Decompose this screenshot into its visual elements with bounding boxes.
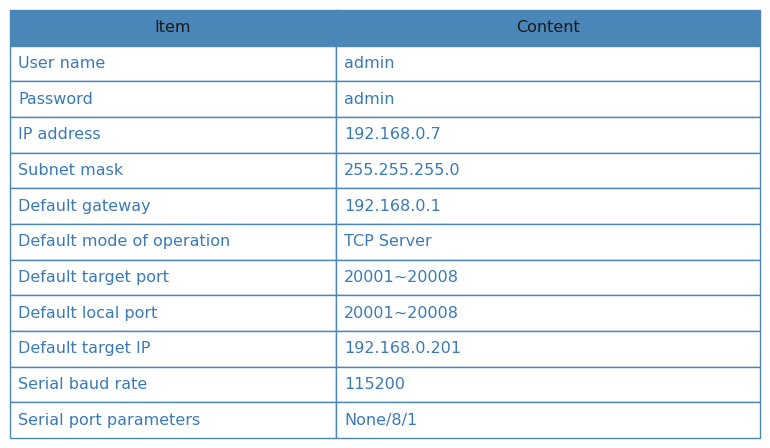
Text: Content: Content: [516, 20, 580, 35]
Bar: [10, 82, 336, 117]
Text: Default target port: Default target port: [18, 270, 169, 285]
Bar: [10, 46, 336, 82]
Bar: [336, 402, 760, 438]
Text: IP address: IP address: [18, 127, 101, 142]
Text: 255.255.255.0: 255.255.255.0: [344, 163, 461, 178]
Text: Default mode of operation: Default mode of operation: [18, 234, 230, 250]
Bar: [336, 260, 760, 295]
Bar: [10, 402, 336, 438]
Bar: [336, 188, 760, 224]
Bar: [10, 117, 336, 153]
Text: admin: admin: [344, 56, 395, 71]
Text: Subnet mask: Subnet mask: [18, 163, 123, 178]
Text: Default local port: Default local port: [18, 306, 157, 321]
Text: TCP Server: TCP Server: [344, 234, 432, 250]
Text: 20001~20008: 20001~20008: [344, 270, 459, 285]
Text: Default gateway: Default gateway: [18, 198, 151, 214]
Bar: [10, 153, 336, 188]
Bar: [336, 153, 760, 188]
Text: admin: admin: [344, 92, 395, 107]
Text: 192.168.0.1: 192.168.0.1: [344, 198, 441, 214]
Bar: [336, 224, 760, 260]
Text: Password: Password: [18, 92, 93, 107]
Bar: [10, 295, 336, 331]
Bar: [10, 331, 336, 366]
Bar: [336, 117, 760, 153]
Text: Serial baud rate: Serial baud rate: [18, 377, 147, 392]
Text: None/8/1: None/8/1: [344, 413, 417, 428]
Text: 115200: 115200: [344, 377, 405, 392]
Bar: [10, 366, 336, 402]
Text: Default target IP: Default target IP: [18, 341, 150, 356]
Text: Serial port parameters: Serial port parameters: [18, 413, 200, 428]
Text: 192.168.0.201: 192.168.0.201: [344, 341, 461, 356]
Text: Item: Item: [155, 20, 192, 35]
Bar: [336, 46, 760, 82]
Bar: [336, 82, 760, 117]
Text: 20001~20008: 20001~20008: [344, 306, 459, 321]
Bar: [10, 188, 336, 224]
Bar: [336, 295, 760, 331]
Text: 192.168.0.7: 192.168.0.7: [344, 127, 441, 142]
Bar: [336, 331, 760, 366]
Text: User name: User name: [18, 56, 105, 71]
Bar: [10, 10, 760, 46]
Bar: [10, 260, 336, 295]
Bar: [336, 366, 760, 402]
Bar: [10, 224, 336, 260]
